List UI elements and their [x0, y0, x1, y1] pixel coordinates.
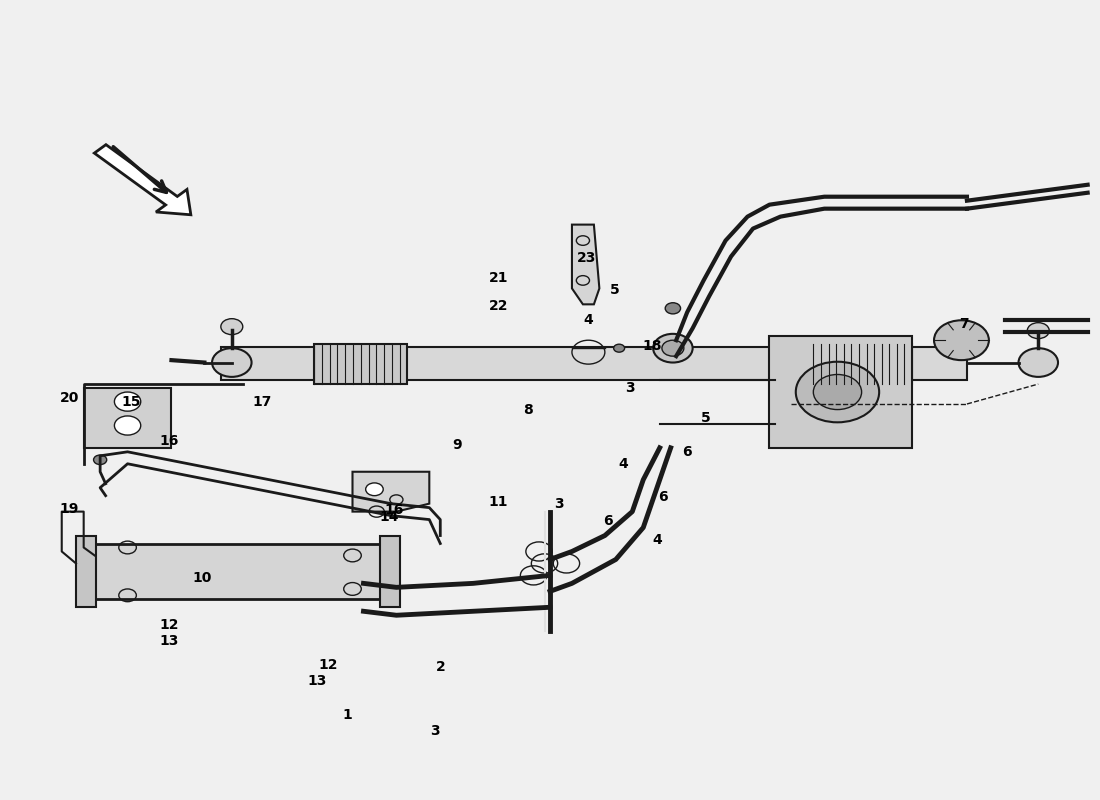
Text: 18: 18 — [642, 338, 662, 353]
Circle shape — [365, 483, 383, 496]
Text: 11: 11 — [488, 495, 508, 509]
Circle shape — [934, 320, 989, 360]
Text: 20: 20 — [59, 390, 79, 405]
Circle shape — [94, 455, 107, 465]
Text: 12: 12 — [160, 618, 179, 632]
Circle shape — [662, 340, 684, 356]
Polygon shape — [352, 472, 429, 512]
Circle shape — [614, 344, 625, 352]
Text: 1: 1 — [342, 708, 352, 722]
Text: 4: 4 — [583, 314, 593, 327]
Circle shape — [212, 348, 252, 377]
Text: 13: 13 — [308, 674, 327, 688]
Bar — [221, 346, 967, 380]
Bar — [315, 344, 407, 384]
Text: 17: 17 — [253, 394, 272, 409]
Text: 19: 19 — [59, 502, 79, 516]
Text: 3: 3 — [554, 497, 563, 510]
Bar — [84, 388, 172, 448]
Text: 7: 7 — [959, 318, 968, 331]
Text: 12: 12 — [319, 658, 338, 672]
Text: 8: 8 — [524, 402, 532, 417]
Text: 4: 4 — [618, 457, 628, 470]
Circle shape — [114, 392, 141, 411]
Circle shape — [653, 334, 693, 362]
Circle shape — [1019, 348, 1058, 377]
Text: 4: 4 — [652, 533, 662, 546]
Bar — [89, 543, 385, 599]
Circle shape — [221, 318, 243, 334]
Text: 13: 13 — [160, 634, 179, 648]
Text: 16: 16 — [385, 503, 404, 517]
Polygon shape — [572, 225, 600, 304]
Circle shape — [666, 302, 681, 314]
Text: 3: 3 — [430, 724, 440, 738]
Text: 2: 2 — [436, 660, 446, 674]
Text: 10: 10 — [192, 570, 212, 585]
Text: 15: 15 — [121, 394, 141, 409]
Text: 14: 14 — [379, 510, 398, 524]
Circle shape — [795, 362, 879, 422]
Text: 22: 22 — [488, 299, 508, 313]
Text: 16: 16 — [160, 434, 179, 449]
Text: 3: 3 — [625, 381, 635, 395]
Text: 5: 5 — [609, 283, 619, 297]
Text: 9: 9 — [452, 438, 462, 453]
Bar — [76, 535, 96, 607]
Circle shape — [114, 416, 141, 435]
Bar — [379, 535, 399, 607]
Text: 6: 6 — [603, 514, 613, 528]
Text: 23: 23 — [576, 251, 596, 265]
Text: 5: 5 — [701, 410, 711, 425]
Circle shape — [813, 374, 861, 410]
Text: 6: 6 — [682, 445, 692, 459]
Bar — [769, 336, 912, 448]
FancyArrow shape — [95, 145, 191, 214]
Circle shape — [1027, 322, 1049, 338]
Text: 6: 6 — [658, 490, 668, 504]
Bar — [813, 344, 912, 384]
Text: 21: 21 — [488, 271, 508, 285]
